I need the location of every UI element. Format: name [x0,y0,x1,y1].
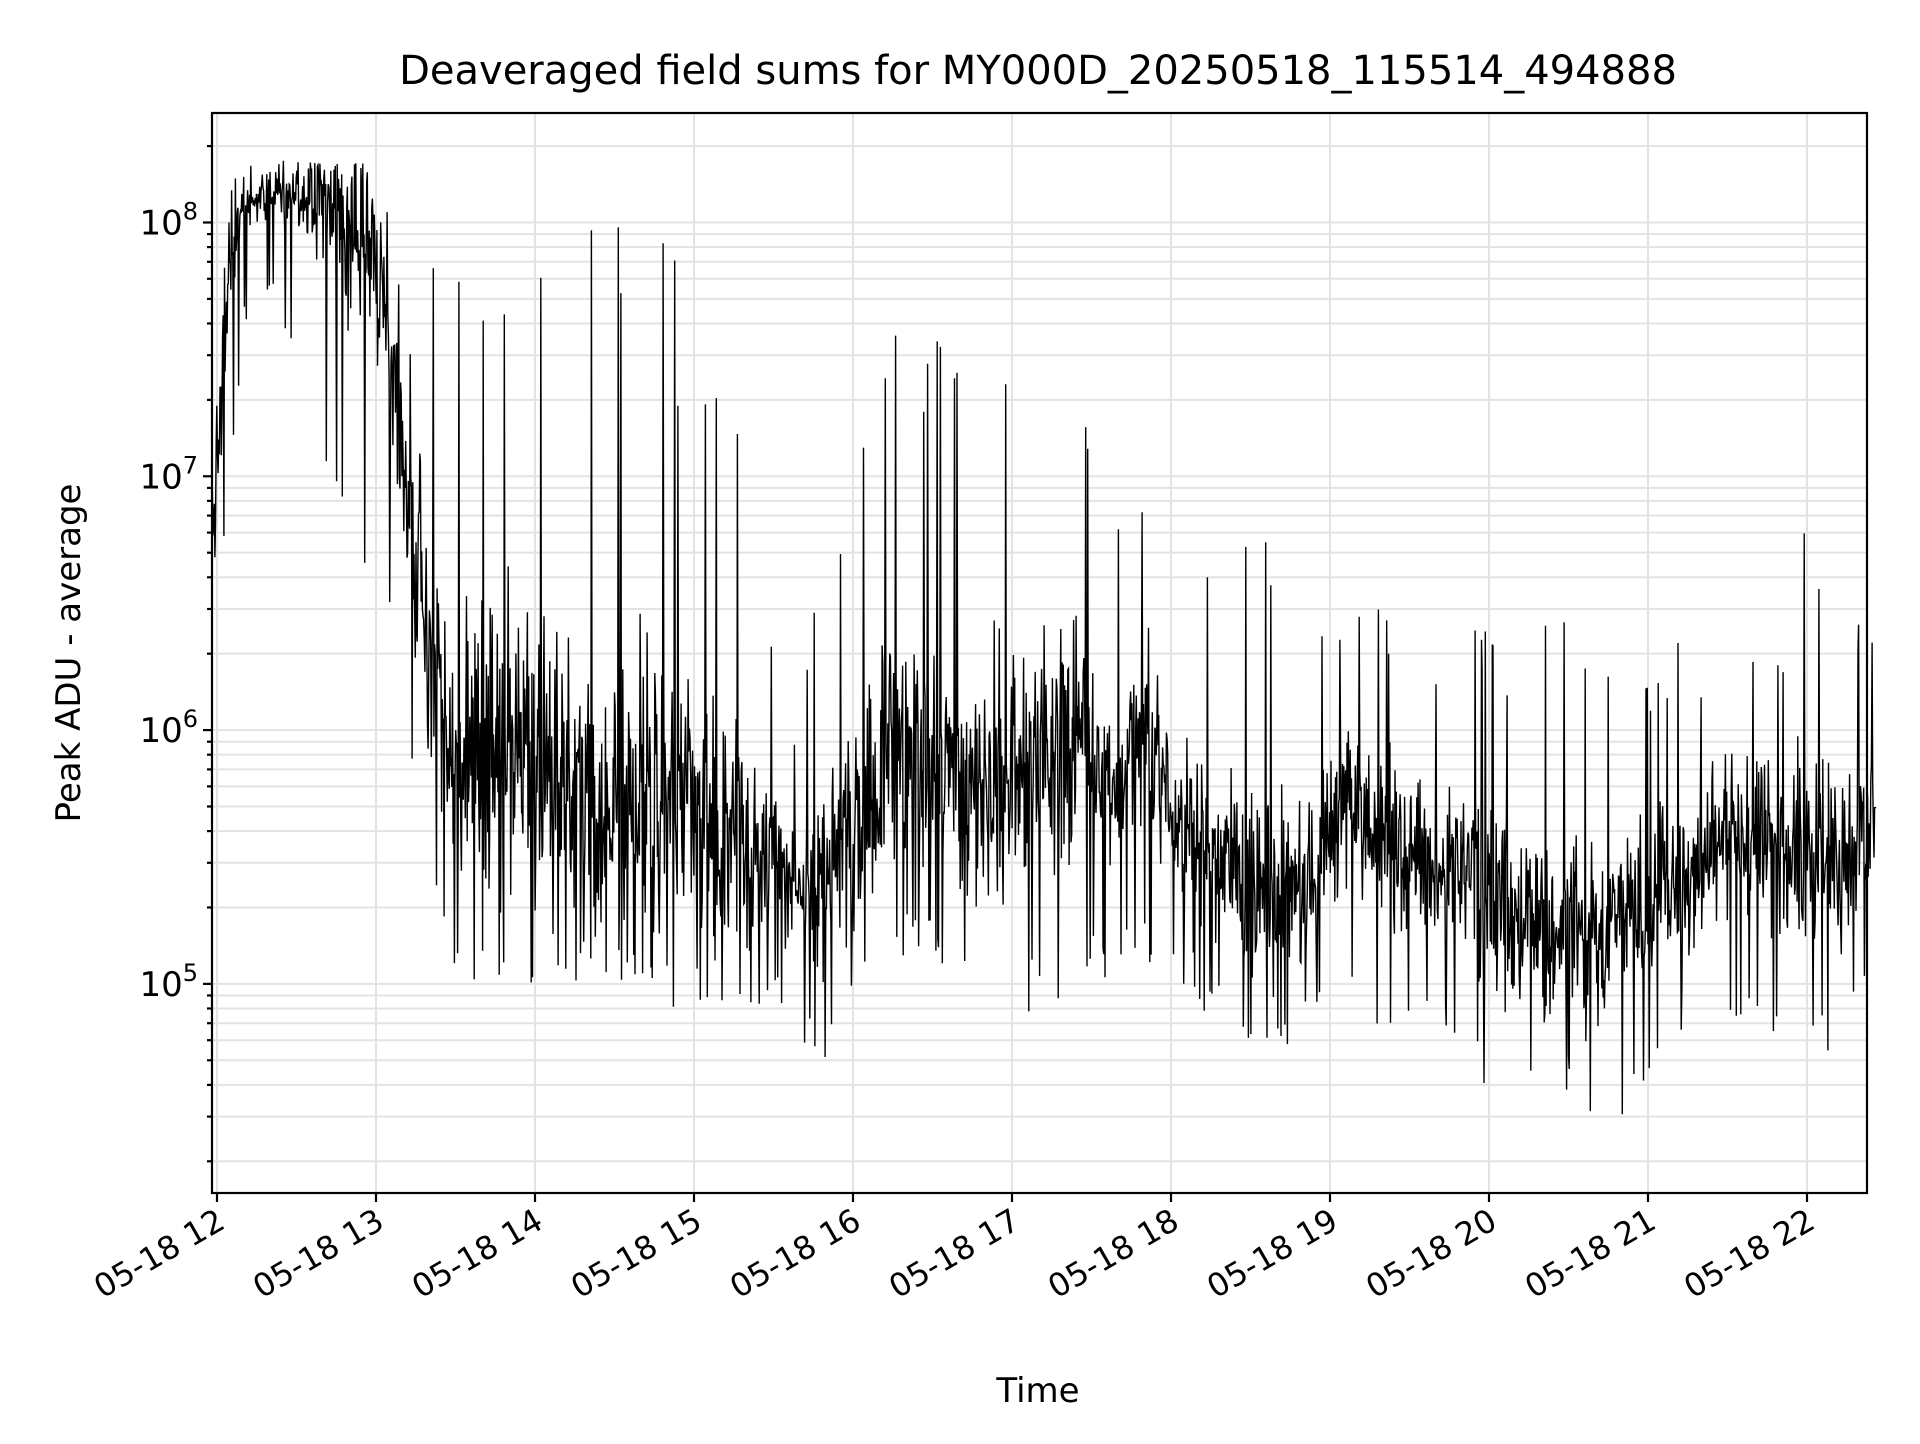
y-tick-label: 107 [139,451,198,497]
y-axis-ticks: 105 106 107 108 [139,144,212,1163]
x-axis-title: Time [995,1371,1079,1411]
chart-title: Deaveraged field sums for MY000D_2025051… [399,48,1677,94]
data-series-line [211,160,1877,1115]
series-layer [211,160,1877,1115]
y-tick-label: 108 [139,197,198,243]
y-tick-label: 105 [139,959,198,1005]
y-tick-label: 106 [139,705,198,751]
y-axis-title: Peak ADU - average [49,484,89,823]
